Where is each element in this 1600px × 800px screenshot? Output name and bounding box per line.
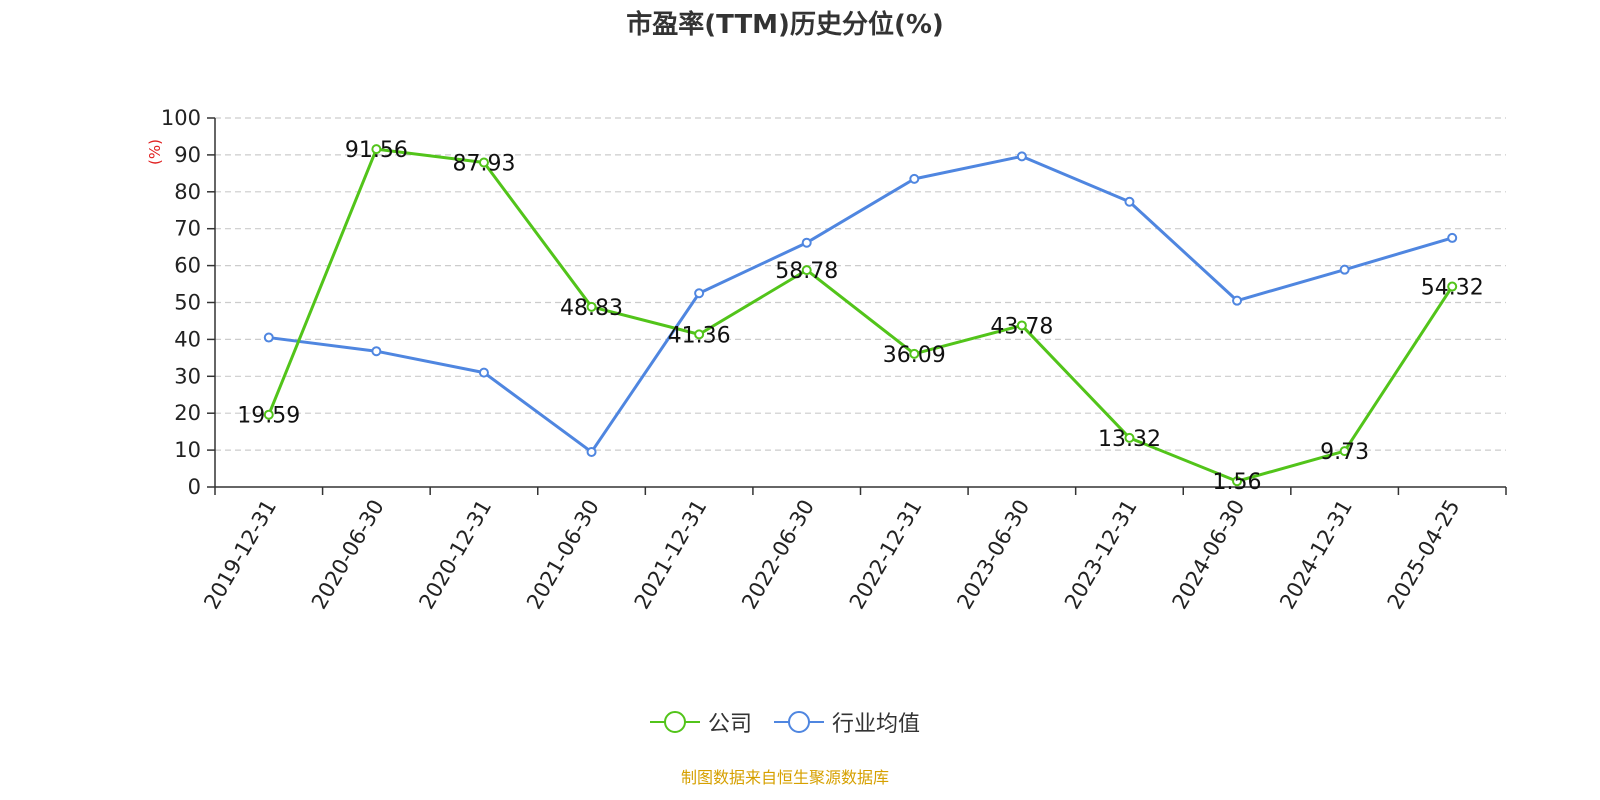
data-point-company [1447,281,1458,292]
data-point-company [909,348,920,359]
x-tick-label: 2024-06-30 [1168,496,1250,614]
y-tick-label: 0 [188,475,201,499]
legend-company-circle [663,711,686,733]
legend-label-company: 公司 [707,712,752,737]
data-label: 1.56 [1213,470,1262,495]
data-label: 54.32 [1421,276,1484,301]
series-line-company [267,147,1454,483]
x-tick-label: 2019-12-31 [199,496,281,614]
y-tick-label: 90 [174,143,201,167]
data-point-company [263,409,274,420]
data-point-company [586,301,597,312]
data-label: 91.56 [345,138,408,163]
legend-label-industry-average: 行业均值 [832,712,921,737]
y-tick-label: 100 [161,106,201,130]
legend-company-marker-icon [649,711,700,733]
data-point-company [371,144,382,155]
data-source-note: 制图数据来自恒生聚源数据库 [680,768,889,787]
data-point-company [1339,446,1350,457]
y-axis-label: (%) [146,139,164,165]
data-point-company [478,157,489,168]
data-point-industry-average [1447,232,1458,243]
line-chart: 0 10 20 30 40 50 60 70 80 90 100 (%) 2019-12-31 2020-… [146,106,1507,614]
data-point-company [694,329,705,340]
data-point-industry-average [1339,264,1350,275]
data-label: 43.78 [990,314,1053,339]
legend-industry-marker-icon [774,711,824,733]
legend-industry-circle [788,711,810,733]
y-tick-label: 80 [174,180,201,204]
data-label: 13.32 [1098,427,1161,452]
x-tick-label: 2025-04-25 [1383,496,1465,614]
data-point-industry-average [263,332,274,343]
x-tick-label: 2022-06-30 [737,496,819,614]
y-tick-label: 40 [174,327,201,351]
y-tick-label: 10 [174,438,201,462]
data-point-industry-average [801,237,812,248]
data-point-industry-average [371,346,382,357]
x-tick-label: 2021-12-31 [630,496,712,614]
data-label: 48.83 [560,296,623,321]
data-point-industry-average [694,288,705,299]
y-tick-label: 20 [174,401,201,425]
data-label: 41.36 [668,323,731,348]
data-point-industry-average [909,173,920,184]
legend: 公司 行业均值 [0,700,1570,744]
y-tick-label: 50 [174,291,201,315]
x-tick-label: 2021-06-30 [522,496,604,614]
data-point-company [801,265,812,276]
legend-item-industry-average[interactable]: 行业均值 [774,706,920,738]
y-tick-label: 30 [174,364,201,388]
data-label: 58.78 [775,259,838,284]
x-tick-label: 2023-12-31 [1060,496,1142,614]
data-label: 87.93 [452,152,515,177]
x-tick-label: 2020-12-31 [414,496,496,614]
x-tick-label: 2020-06-30 [307,496,389,614]
data-label: 36.09 [883,343,946,368]
data-point-industry-average [586,446,597,457]
data-point-industry-average [1124,196,1135,207]
x-tick-label: 2022-12-31 [845,496,927,614]
data-label: 19.59 [237,404,300,429]
legend-item-company[interactable]: 公司 [649,706,752,738]
data-point-company [1124,432,1135,443]
series-line-industry-average [268,154,1453,454]
data-point-industry-average [478,367,489,378]
y-tick-label: 70 [174,217,201,241]
chart-title: 市盈率(TTM)历史分位(%) [626,10,944,40]
data-point-industry-average [1232,295,1243,306]
x-tick-label: 2023-06-30 [952,496,1034,614]
y-tick-label: 60 [174,254,201,278]
data-point-company [1232,476,1243,487]
x-tick-label: 2024-12-31 [1275,496,1357,614]
data-point-industry-average [1016,151,1027,162]
data-point-company [1016,320,1027,331]
data-label: 9.73 [1320,440,1369,465]
